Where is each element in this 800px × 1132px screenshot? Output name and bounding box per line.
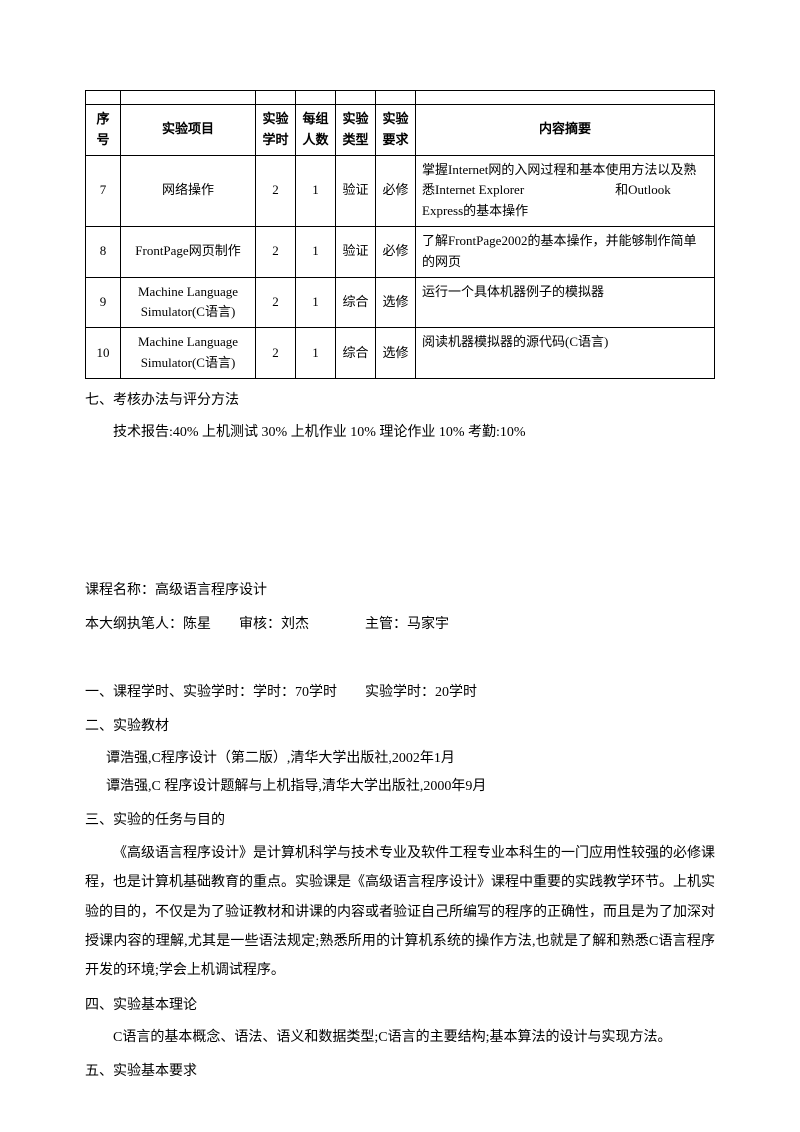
cell-type: 验证	[336, 155, 376, 226]
col-people: 每组人数	[296, 105, 336, 156]
table-row: 8 FrontPage网页制作 2 1 验证 必修 了解FrontPage200…	[86, 226, 715, 277]
section5-heading: 五、实验基本要求	[85, 1058, 715, 1086]
cell-req: 选修	[376, 277, 416, 328]
cell-type: 综合	[336, 277, 376, 328]
cell-project: FrontPage网页制作	[121, 226, 256, 277]
section2-heading: 二、实验教材	[85, 713, 715, 741]
table-row: 9 Machine Language Simulator(C语言) 2 1 综合…	[86, 277, 715, 328]
table-header: 序号 实验项目 实验学时 每组人数 实验类型 实验要求 内容摘要	[86, 105, 715, 156]
cell-people: 1	[296, 277, 336, 328]
cell-people: 1	[296, 226, 336, 277]
table-row: 7 网络操作 2 1 验证 必修 掌握Internet网的入网过程和基本使用方法…	[86, 155, 715, 226]
cell-people: 1	[296, 328, 336, 379]
cell-req: 必修	[376, 226, 416, 277]
cell-summary: 阅读机器模拟器的源代码(C语言)	[416, 328, 715, 379]
table-row: 10 Machine Language Simulator(C语言) 2 1 综…	[86, 328, 715, 379]
col-summary: 内容摘要	[416, 105, 715, 156]
section2-book1: 谭浩强,C程序设计（第二版）,清华大学出版社,2002年1月	[85, 745, 715, 773]
cell-req: 必修	[376, 155, 416, 226]
cell-hours: 2	[256, 277, 296, 328]
cell-type: 综合	[336, 328, 376, 379]
cell-people: 1	[296, 155, 336, 226]
col-type: 实验类型	[336, 105, 376, 156]
cell-project: Machine Language Simulator(C语言)	[121, 328, 256, 379]
cell-project: 网络操作	[121, 155, 256, 226]
cell-hours: 2	[256, 226, 296, 277]
section3-body: 《高级语言程序设计》是计算机科学与技术专业及软件工程专业本科生的一门应用性较强的…	[85, 839, 715, 986]
cell-summary: 了解FrontPage2002的基本操作，并能够制作简单的网页	[416, 226, 715, 277]
cell-seq: 10	[86, 328, 121, 379]
section7-body: 技术报告:40% 上机测试 30% 上机作业 10% 理论作业 10% 考勤:1…	[85, 419, 715, 447]
cell-type: 验证	[336, 226, 376, 277]
col-hours: 实验学时	[256, 105, 296, 156]
cell-summary: 运行一个具体机器例子的模拟器	[416, 277, 715, 328]
cell-req: 选修	[376, 328, 416, 379]
col-req: 实验要求	[376, 105, 416, 156]
cell-hours: 2	[256, 155, 296, 226]
cell-hours: 2	[256, 328, 296, 379]
cell-seq: 9	[86, 277, 121, 328]
section7-heading: 七、考核办法与评分方法	[85, 387, 715, 415]
section3-heading: 三、实验的任务与目的	[85, 807, 715, 835]
section2-book2: 谭浩强,C 程序设计题解与上机指导,清华大学出版社,2000年9月	[85, 773, 715, 801]
section4-heading: 四、实验基本理论	[85, 992, 715, 1020]
cell-project: Machine Language Simulator(C语言)	[121, 277, 256, 328]
section4-body: C语言的基本概念、语法、语义和数据类型;C语言的主要结构;基本算法的设计与实现方…	[85, 1024, 715, 1052]
col-seq: 序号	[86, 105, 121, 156]
course-name: 课程名称：高级语言程序设计	[85, 577, 715, 605]
col-project: 实验项目	[121, 105, 256, 156]
experiment-table: 序号 实验项目 实验学时 每组人数 实验类型 实验要求 内容摘要 7 网络操作 …	[85, 90, 715, 379]
cell-seq: 7	[86, 155, 121, 226]
cell-summary: 掌握Internet网的入网过程和基本使用方法以及熟悉Internet Expl…	[416, 155, 715, 226]
cell-seq: 8	[86, 226, 121, 277]
authors-line: 本大纲执笔人：陈星 审核：刘杰 主管：马家宇	[85, 611, 715, 639]
section1: 一、课程学时、实验学时：学时：70学时 实验学时：20学时	[85, 679, 715, 707]
